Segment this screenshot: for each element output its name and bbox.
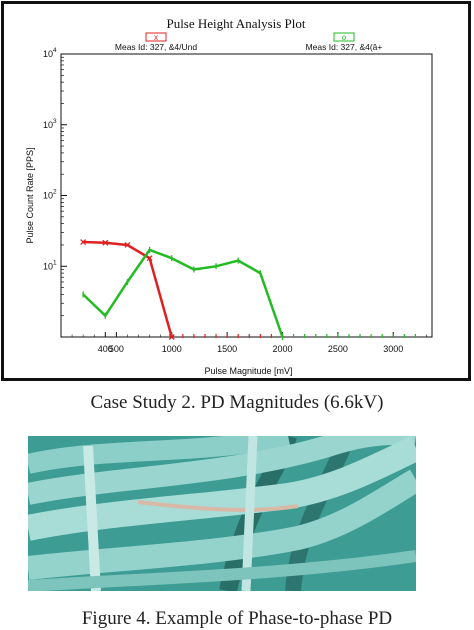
legend-label: Meas Id: 327, &4(â+ <box>306 42 383 52</box>
data-point-red <box>146 255 153 262</box>
y-tick-exponent: 4 <box>53 47 57 54</box>
figure-caption: Figure 4. Example of Phase-to-phase PD <box>81 608 393 629</box>
marker-stroke <box>146 255 153 262</box>
x-tick-label: 1500 <box>217 344 237 354</box>
legend-swatch <box>145 32 167 42</box>
x-tick-label: 500 <box>109 344 124 354</box>
series-line-2 <box>82 248 284 338</box>
series-line-1 <box>83 240 173 338</box>
y-axis-title: Pulse Count Rate [PPS] <box>25 147 35 243</box>
x-tick-label: 400 <box>98 344 113 354</box>
chart-frame: Pulse Height Analysis Plot x Meas Id: 327,… <box>1 1 471 381</box>
y-tick-label: 10 <box>43 191 53 201</box>
marker-stroke <box>102 239 109 246</box>
data-point-red <box>80 239 87 245</box>
y-tick-exponent: 1 <box>53 259 57 266</box>
y-tick-exponent: 2 <box>53 189 57 196</box>
x-tick-label: 2000 <box>272 344 292 354</box>
x-tick-label: 2500 <box>328 344 348 354</box>
legend-marker: o <box>342 33 347 42</box>
y-tick-label: 10 <box>43 261 53 271</box>
data-point-red <box>124 241 131 248</box>
data-point-red <box>102 239 109 246</box>
cable-photo <box>28 436 416 591</box>
chart-title: Pulse Height Analysis Plot <box>166 16 305 31</box>
marker-stroke <box>80 239 87 245</box>
legend-swatch <box>333 32 355 42</box>
y-tick-exponent: 3 <box>53 118 57 125</box>
legend-marker: x <box>154 33 158 42</box>
y-tick-label: 10 <box>43 49 53 59</box>
legend-label: Meas Id: 327, &4/Und <box>115 42 197 52</box>
x-axis-title: Pulse Magnitude [mV] <box>204 366 292 376</box>
y-tick-label: 10 <box>43 120 53 130</box>
plot-area <box>60 53 433 338</box>
marker-stroke <box>124 241 131 248</box>
x-tick-label: 3000 <box>383 344 403 354</box>
chart-caption: Case Study 2. PD Magnitudes (6.6kV) <box>90 392 384 413</box>
x-tick-label: 1000 <box>162 344 182 354</box>
